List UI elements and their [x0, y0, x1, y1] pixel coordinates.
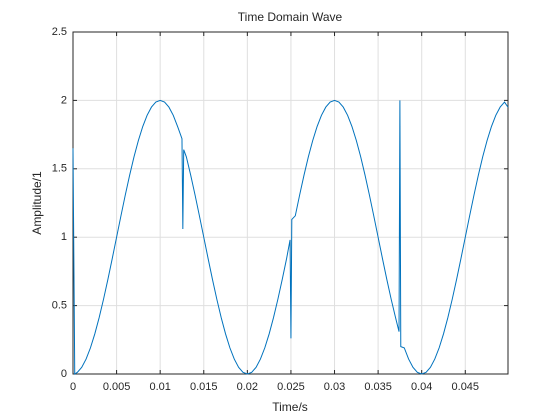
y-tick-label: 1.5 — [52, 163, 67, 175]
x-tick-label: 0.025 — [277, 381, 305, 393]
x-tick-label: 0.01 — [149, 381, 170, 393]
y-tick-label: 2.5 — [52, 26, 67, 38]
chart-title: Time Domain Wave — [238, 10, 343, 24]
x-tick-label: 0 — [70, 381, 76, 393]
y-tick-label: 2 — [61, 94, 67, 106]
x-tick-label: 0.035 — [364, 381, 392, 393]
y-tick-label: 1 — [61, 231, 67, 243]
x-tick-label: 0.015 — [190, 381, 218, 393]
wave-line — [72, 99, 509, 375]
y-tick-label: 0 — [61, 368, 67, 380]
y-tick-label: 0.5 — [52, 300, 67, 312]
x-tick-label: 0.005 — [103, 381, 131, 393]
x-axis-label: Time/s — [272, 400, 308, 414]
y-axis-label: Amplitude/1 — [30, 171, 44, 235]
x-tick-label: 0.02 — [237, 381, 258, 393]
x-tick-label: 0.04 — [411, 381, 432, 393]
x-tick-label: 0.03 — [324, 381, 345, 393]
x-tick-label: 0.045 — [452, 381, 480, 393]
